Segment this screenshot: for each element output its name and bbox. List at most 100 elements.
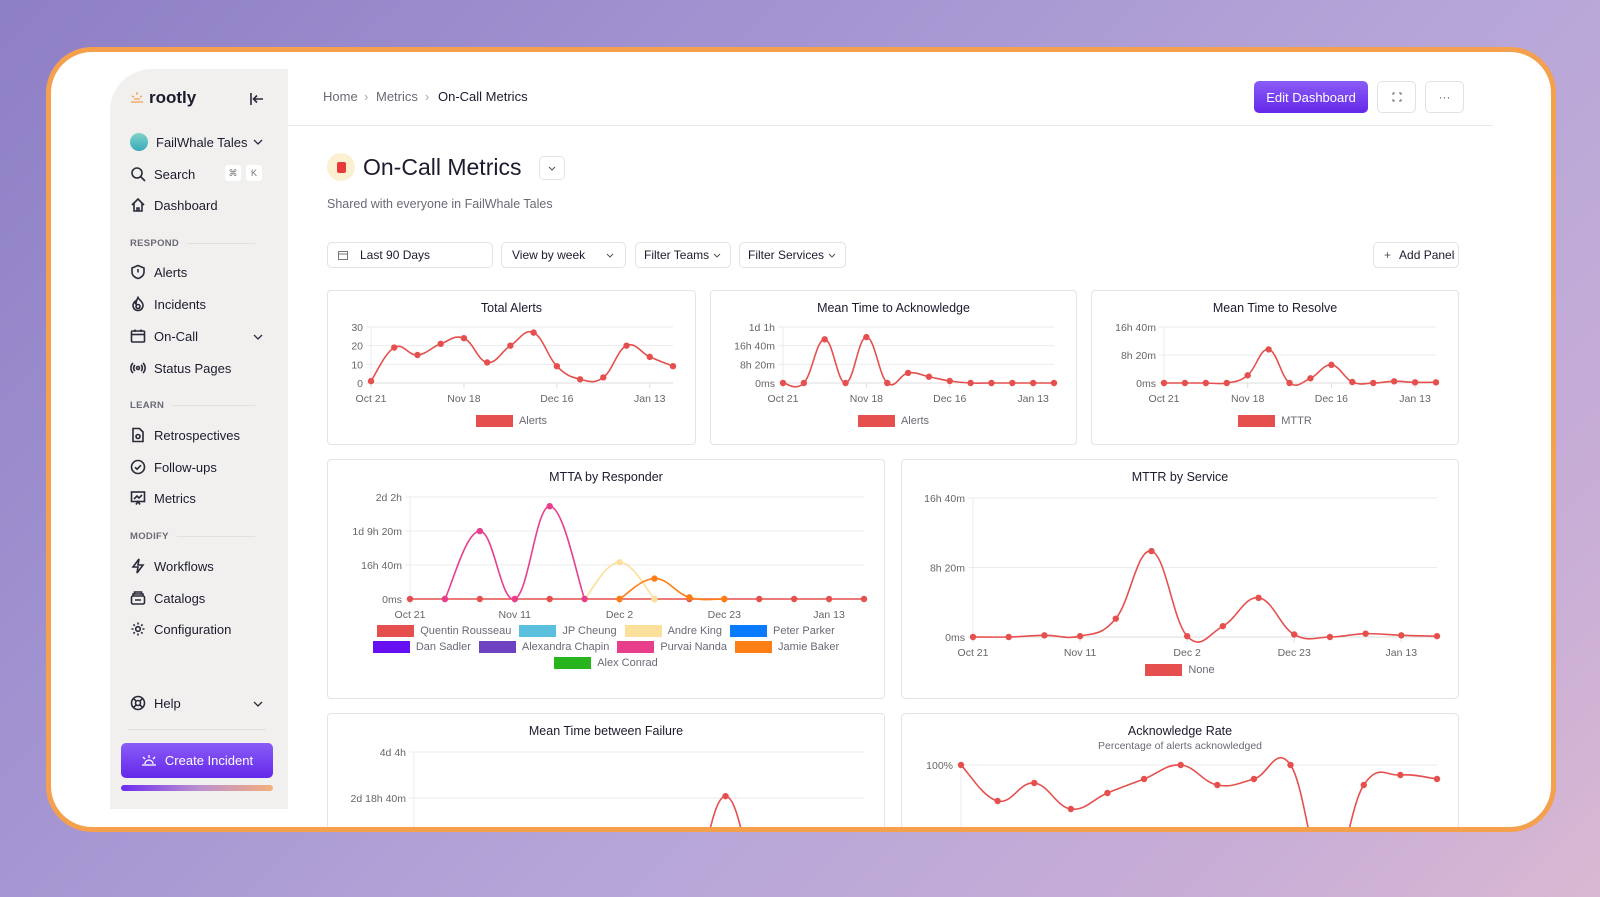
data-point[interactable] <box>1005 633 1012 641</box>
data-point[interactable] <box>437 340 444 347</box>
sidebar-item-on-call[interactable]: On-Call <box>130 325 198 347</box>
data-point[interactable] <box>884 379 891 387</box>
filter-services-select[interactable]: Filter Services <box>739 242 846 268</box>
data-point[interactable] <box>651 575 658 582</box>
edit-dashboard-button[interactable]: Edit Dashboard <box>1254 81 1368 113</box>
filter-teams-select[interactable]: Filter Teams <box>635 242 731 268</box>
data-point[interactable] <box>1360 781 1367 789</box>
data-point[interactable] <box>616 595 623 603</box>
sidebar-item-metrics[interactable]: Metrics <box>130 487 196 509</box>
legend-item[interactable]: Dan Sadler <box>372 641 471 653</box>
title-dropdown-button[interactable] <box>539 156 565 180</box>
sidebar-item-catalogs[interactable]: Catalogs <box>130 587 205 609</box>
data-point[interactable] <box>722 792 729 800</box>
collapse-sidebar-icon[interactable] <box>249 92 265 106</box>
data-point[interactable] <box>367 377 375 385</box>
data-point[interactable] <box>1398 632 1405 639</box>
data-point[interactable] <box>1112 615 1119 622</box>
add-panel-button[interactable]: + Add Panel <box>1373 242 1459 268</box>
data-point[interactable] <box>1202 379 1210 387</box>
breadcrumb-metrics[interactable]: Metrics <box>376 89 418 104</box>
data-point[interactable] <box>1181 379 1189 387</box>
data-point[interactable] <box>1307 375 1314 382</box>
data-point[interactable] <box>904 369 912 377</box>
data-point[interactable] <box>1433 775 1441 783</box>
data-point[interactable] <box>581 595 588 603</box>
data-point[interactable] <box>1160 379 1168 387</box>
data-point[interactable] <box>616 559 623 566</box>
data-point[interactable] <box>669 363 677 370</box>
legend-item[interactable]: Peter Parker <box>730 625 835 637</box>
data-point[interactable] <box>530 329 537 336</box>
sidebar-item-help[interactable]: Help <box>130 692 181 714</box>
data-point[interactable] <box>967 379 974 387</box>
data-point[interactable] <box>476 595 484 603</box>
data-point[interactable] <box>476 527 484 535</box>
data-point[interactable] <box>546 502 553 510</box>
data-point[interactable] <box>1067 805 1075 813</box>
date-range-picker[interactable]: Last 90 Days <box>327 242 493 268</box>
data-point[interactable] <box>1250 775 1258 783</box>
sidebar-search[interactable]: Search <box>130 163 195 185</box>
legend-item[interactable]: Alex Conrad <box>554 657 658 669</box>
data-point[interactable] <box>756 595 763 603</box>
data-point[interactable] <box>1223 379 1230 387</box>
data-point[interactable] <box>1219 622 1227 630</box>
data-point[interactable] <box>969 633 977 641</box>
data-point[interactable] <box>511 595 518 603</box>
legend-item[interactable]: Alexandra Chapin <box>478 641 609 653</box>
legend-item[interactable]: Purvai Nanda <box>617 641 727 653</box>
data-point[interactable] <box>507 342 514 349</box>
data-point[interactable] <box>1287 761 1294 769</box>
data-point[interactable] <box>800 379 808 387</box>
create-incident-button[interactable]: Create Incident <box>121 743 273 778</box>
sidebar-item-retrospectives[interactable]: Retrospectives <box>130 424 240 446</box>
fullscreen-button[interactable] <box>1377 81 1416 113</box>
data-point[interactable] <box>1349 378 1356 386</box>
view-by-select[interactable]: View by week <box>501 242 626 268</box>
sidebar-item-configuration[interactable]: Configuration <box>130 618 231 640</box>
data-point[interactable] <box>1183 632 1191 640</box>
legend-item[interactable]: Alerts <box>857 415 929 427</box>
data-point[interactable] <box>994 797 1001 805</box>
logo[interactable]: rootly <box>130 88 196 108</box>
data-point[interactable] <box>821 336 828 343</box>
legend-item[interactable]: Andre King <box>624 625 722 637</box>
legend-item[interactable]: MTTR <box>1238 415 1312 427</box>
data-point[interactable] <box>1214 781 1221 789</box>
data-point[interactable] <box>1076 632 1084 640</box>
data-point[interactable] <box>1050 379 1058 387</box>
data-point[interactable] <box>925 373 933 380</box>
data-point[interactable] <box>576 376 584 383</box>
data-point[interactable] <box>863 333 870 341</box>
data-point[interactable] <box>623 342 630 349</box>
breadcrumb-home[interactable]: Home <box>323 89 358 104</box>
data-point[interactable] <box>1041 632 1048 639</box>
data-point[interactable] <box>414 351 421 359</box>
data-point[interactable] <box>779 379 787 387</box>
data-point[interactable] <box>1370 379 1377 387</box>
data-point[interactable] <box>790 595 798 603</box>
data-point[interactable] <box>1433 632 1441 640</box>
data-point[interactable] <box>441 595 449 603</box>
data-point[interactable] <box>1255 594 1262 602</box>
legend-item[interactable]: None <box>1145 664 1215 676</box>
data-point[interactable] <box>1362 630 1369 637</box>
data-point[interactable] <box>1031 779 1038 787</box>
workspace-switcher[interactable]: FailWhale Tales <box>130 131 248 153</box>
data-point[interactable] <box>1148 547 1155 555</box>
data-point[interactable] <box>651 595 658 603</box>
chevron-down-icon[interactable] <box>253 332 263 342</box>
data-point[interactable] <box>1177 761 1184 769</box>
data-point[interactable] <box>460 335 468 342</box>
legend-item[interactable]: JP Cheung <box>519 625 617 637</box>
sidebar-item-status-pages[interactable]: Status Pages <box>130 357 231 379</box>
data-point[interactable] <box>1140 775 1148 783</box>
data-point[interactable] <box>1286 379 1293 387</box>
data-point[interactable] <box>1009 379 1016 387</box>
data-point[interactable] <box>1328 361 1335 369</box>
data-point[interactable] <box>946 377 953 385</box>
data-point[interactable] <box>825 595 833 603</box>
sidebar-item-follow-ups[interactable]: Follow-ups <box>130 456 217 478</box>
data-point[interactable] <box>646 353 653 361</box>
